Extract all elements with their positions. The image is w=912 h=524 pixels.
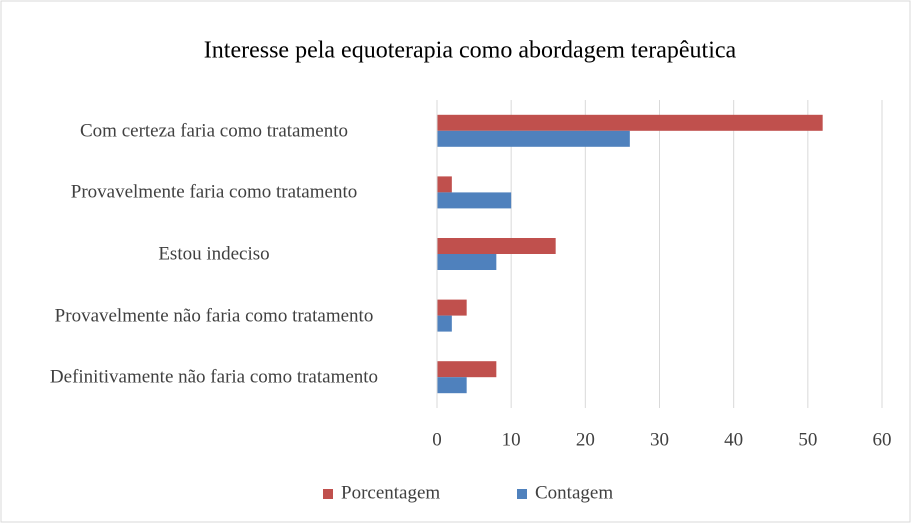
bar bbox=[437, 114, 823, 131]
x-tick-label: 60 bbox=[873, 429, 892, 450]
x-tick-label: 30 bbox=[650, 429, 669, 450]
legend-label: Porcentagem bbox=[341, 482, 440, 503]
bar bbox=[437, 130, 630, 147]
bar bbox=[437, 377, 467, 394]
x-tick-label: 50 bbox=[798, 429, 817, 450]
chart-title: Interesse pela equoterapia como abordage… bbox=[204, 38, 737, 64]
x-tick-label: 20 bbox=[576, 429, 595, 450]
bar bbox=[437, 315, 452, 332]
y-tick-label: Provavelmente faria como tratamento bbox=[70, 181, 358, 203]
y-tick-label: Estou indeciso bbox=[158, 243, 270, 265]
legend-swatch bbox=[323, 489, 333, 499]
bar bbox=[437, 254, 497, 270]
bar bbox=[437, 192, 512, 209]
x-tick-label: 0 bbox=[432, 429, 442, 450]
x-tick-label: 10 bbox=[502, 429, 521, 450]
y-tick-label: Com certeza faria como tratamento bbox=[80, 120, 348, 142]
x-tick-label: 40 bbox=[724, 429, 743, 450]
y-tick-label: Definitivamente não faria como tratament… bbox=[49, 366, 379, 388]
y-tick-label: Provavelmente não faria como tratamento bbox=[54, 305, 374, 327]
bar bbox=[437, 361, 497, 378]
legend-label: Contagem bbox=[535, 482, 613, 503]
legend-swatch bbox=[517, 489, 527, 499]
bar bbox=[437, 176, 452, 193]
bar bbox=[437, 299, 467, 316]
bar bbox=[437, 238, 556, 254]
